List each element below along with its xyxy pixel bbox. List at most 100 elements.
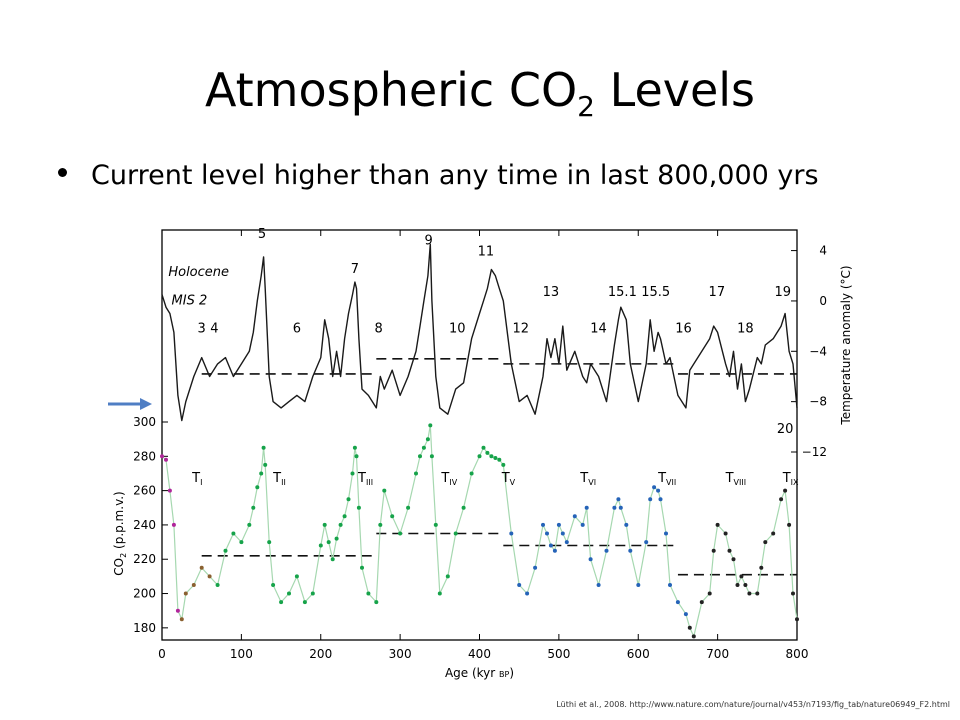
co2-data-point [489, 454, 494, 459]
co2-data-point [747, 591, 752, 596]
co2-data-point [485, 450, 490, 455]
co2-tick-label: 300 [133, 415, 156, 429]
co2-data-point [461, 505, 466, 510]
termination-label-sub: V [510, 478, 516, 487]
co2-data-point [183, 591, 188, 596]
co2-data-point [263, 462, 268, 467]
co2-data-point [612, 505, 617, 510]
x-tick-label: 500 [547, 647, 570, 661]
co2-data-point [687, 625, 692, 630]
co2-data-point [469, 471, 474, 476]
stage-label: 11 [478, 245, 495, 260]
stage-label: 4 [210, 321, 218, 336]
co2-data-point [255, 485, 260, 490]
arrow-icon [140, 398, 152, 410]
co2-data-point [481, 445, 486, 450]
co2-data-point [477, 454, 482, 459]
co2-data-point [580, 522, 585, 527]
co2-data-point [618, 505, 623, 510]
co2-data-point [525, 591, 530, 596]
co2-data-point [374, 600, 379, 605]
co2-data-point [421, 445, 426, 450]
co2-data-point [652, 485, 657, 490]
x-axis-title-sub: BP [499, 670, 509, 679]
temp-tick-label: −8 [809, 395, 827, 409]
co2-data-point [691, 634, 696, 639]
co2-data-point [493, 456, 498, 460]
co2-data-point [779, 497, 784, 502]
co2-tick-label: 280 [133, 449, 156, 463]
stage-label: 19 [774, 285, 791, 300]
co2-tick-label: 260 [133, 484, 156, 498]
co2-data-point [759, 565, 764, 570]
x-tick-label: 600 [627, 647, 650, 661]
co2-data-point [360, 565, 364, 570]
co2-data-point [723, 531, 728, 536]
co2-data-point [584, 505, 589, 510]
co2-data-point [352, 445, 357, 450]
co2-data-point [699, 600, 704, 605]
co2-data-point [560, 531, 565, 536]
co2-tick-label: 200 [133, 587, 156, 601]
temp-tick-label: −12 [802, 445, 827, 459]
co2-data-point [418, 454, 422, 459]
co2-data-point [604, 548, 609, 553]
co2-data-point [302, 600, 307, 605]
co2-data-point [167, 488, 172, 493]
co2-data-point [171, 522, 176, 527]
x-tick-label: 800 [786, 647, 809, 661]
termination-label-sub: II [281, 478, 286, 487]
bullet-text: Current level higher than any time in la… [91, 160, 819, 191]
co2-data-point [727, 548, 732, 553]
stage-label: 5 [258, 227, 266, 242]
co2-data-point [350, 471, 355, 476]
co2-data-point [509, 531, 514, 536]
co2-axis-title-sub: 2 [119, 553, 128, 558]
temp-tick-label: 4 [819, 244, 827, 258]
co2-data-point [501, 462, 506, 467]
co2-data-point [791, 591, 795, 596]
co2-data-point [279, 600, 284, 605]
stage-label: MIS 2 [172, 294, 208, 309]
stage-label: 8 [375, 321, 383, 336]
termination-label-sub: VIII [734, 478, 747, 487]
stage-label: 6 [293, 321, 301, 336]
co2-data-point [658, 497, 663, 502]
co2-data-point [215, 583, 220, 587]
bullet-dot-icon [58, 168, 67, 177]
co2-data-point [735, 583, 740, 587]
co2-data-point [552, 548, 557, 553]
co2-data-point [318, 543, 323, 548]
co2-data-point [326, 540, 331, 545]
co2-data-point [231, 531, 236, 536]
co2-data-point [251, 505, 256, 510]
co2-data-point [656, 488, 661, 493]
slide-title: Atmospheric CO2 Levels [0, 60, 960, 121]
co2-data-point [425, 437, 430, 442]
co2-data-point [199, 565, 204, 570]
termination-label: TV [501, 471, 516, 487]
plot-frame [161, 229, 798, 641]
co2-data-point [715, 522, 720, 527]
co2-data-point [707, 591, 712, 596]
stage-label: 18 [737, 321, 754, 336]
co2-data-point [378, 522, 383, 527]
co2-data-point [648, 497, 653, 502]
co2-data-point [731, 557, 736, 562]
co2-data-point [636, 583, 641, 587]
co2-data-point [261, 445, 266, 450]
termination-label: TI [191, 471, 202, 487]
co2-data-point [517, 583, 522, 587]
stage-label: 10 [449, 321, 466, 336]
co2-data-point [330, 557, 335, 562]
co2-data-point [795, 617, 799, 622]
co2-data-point [453, 531, 458, 536]
x-tick-label: 700 [706, 647, 729, 661]
co2-data-point [755, 591, 760, 596]
co2-data-point [548, 543, 553, 548]
co2-data-point [711, 548, 716, 553]
termination-label-sub: IV [449, 478, 457, 487]
co2-data-point [366, 591, 371, 596]
co2-tick-label: 220 [133, 552, 156, 566]
